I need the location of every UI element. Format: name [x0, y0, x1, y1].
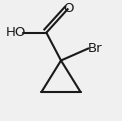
Text: HO: HO	[6, 26, 26, 39]
Text: O: O	[63, 2, 74, 15]
Text: Br: Br	[88, 42, 102, 55]
